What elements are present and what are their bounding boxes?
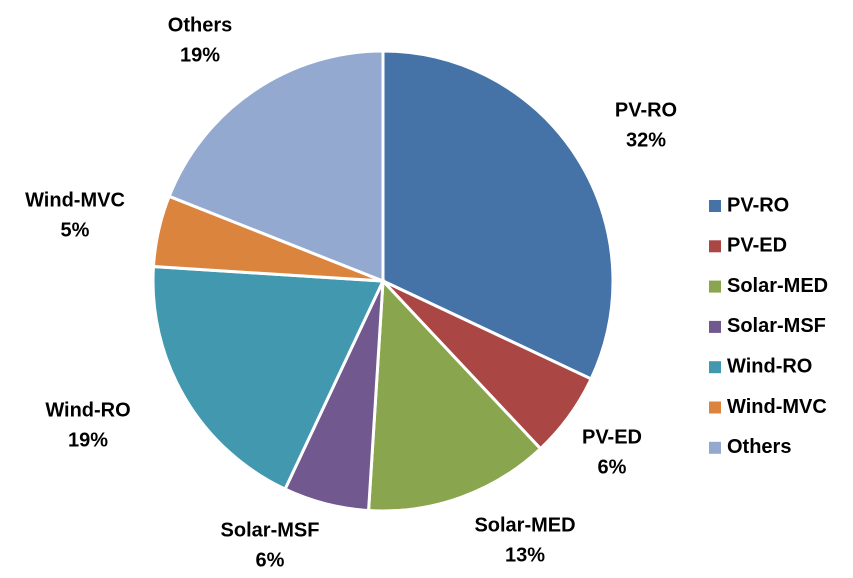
legend-label: Solar-MSF xyxy=(727,315,826,337)
slice-label-name: PV-RO xyxy=(615,99,677,121)
pie-slice xyxy=(381,49,615,381)
slice-label-value: 19% xyxy=(180,44,220,66)
slice-label-value: 6% xyxy=(256,549,285,571)
legend-label: Others xyxy=(727,436,791,458)
slice-label-value: 32% xyxy=(626,129,666,151)
legend-swatch xyxy=(709,401,721,414)
legend-label: Wind-MVC xyxy=(727,396,827,418)
slice-label-name: Wind-MVC xyxy=(25,189,125,211)
legend-label: PV-RO xyxy=(727,194,789,216)
pie-slice xyxy=(151,264,386,492)
legend-label: Wind-RO xyxy=(727,355,812,377)
legend-swatch xyxy=(709,361,721,374)
legend-swatch xyxy=(709,200,721,212)
legend-swatch xyxy=(709,240,721,253)
slice-label-name: Wind-RO xyxy=(45,399,130,421)
slice-label-name: Others xyxy=(168,14,232,36)
legend-label: PV-ED xyxy=(727,235,787,257)
slice-label-name: Solar-MED xyxy=(474,514,575,536)
pie-slice xyxy=(366,277,543,513)
slice-label-name: PV-ED xyxy=(582,426,642,448)
legend-swatch xyxy=(709,320,721,333)
slice-label-value: 5% xyxy=(61,219,90,241)
slice-label-name: Solar-MSF xyxy=(221,519,320,541)
slice-label-value: 19% xyxy=(68,429,108,451)
slice-label-value: 13% xyxy=(505,544,545,566)
slice-label-value: 6% xyxy=(598,456,627,478)
legend-label: Solar-MED xyxy=(727,275,828,297)
legend-swatch xyxy=(709,280,721,293)
legend-swatch xyxy=(709,441,721,454)
pie-slice xyxy=(167,49,385,284)
